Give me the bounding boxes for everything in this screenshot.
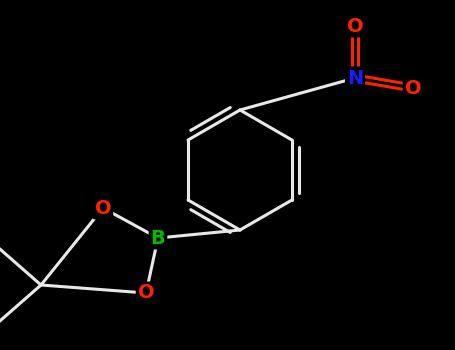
- Text: O: O: [95, 198, 111, 217]
- Text: N: N: [347, 69, 363, 88]
- Text: O: O: [138, 284, 154, 302]
- Text: O: O: [404, 78, 421, 98]
- Text: B: B: [151, 229, 165, 247]
- Text: O: O: [347, 16, 363, 35]
